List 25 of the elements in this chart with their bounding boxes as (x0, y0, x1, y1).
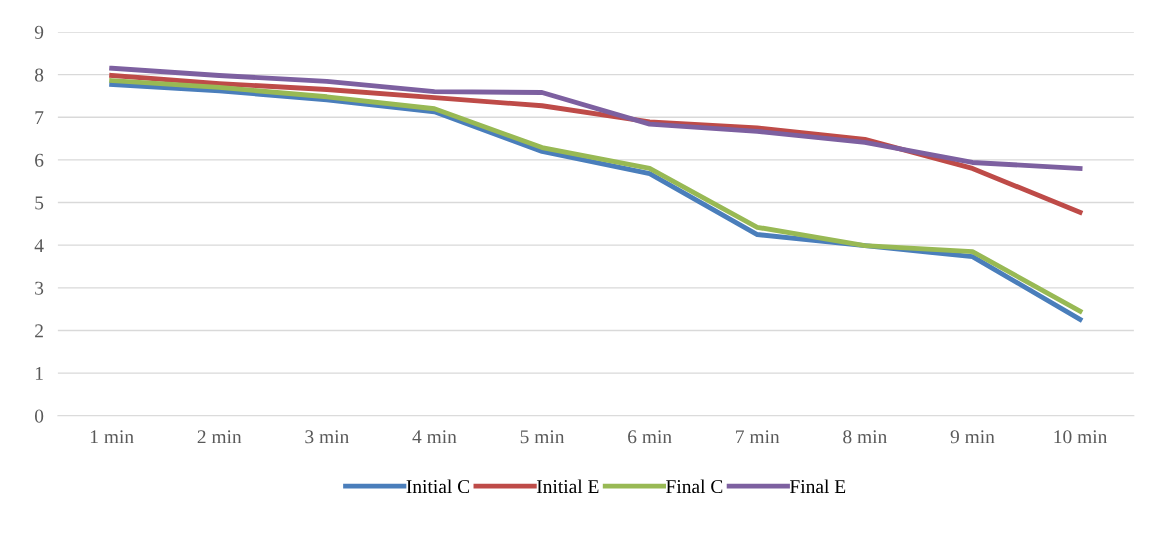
x-tick-label: 4 min (412, 430, 457, 444)
y-tick-label: 6 (35, 153, 44, 167)
x-tick-label: 3 min (305, 430, 349, 444)
x-tick-label: 6 min (628, 430, 672, 444)
y-tick-label: 7 (35, 111, 44, 125)
x-tick-label: 8 min (843, 430, 887, 444)
y-tick-label: 4 (34, 239, 44, 252)
line-series (109, 65, 1083, 171)
y-tick-label: 5 (35, 196, 44, 210)
legend-label: Initial E (536, 479, 599, 494)
x-tick-label: 1 min (90, 430, 134, 444)
y-tick-label: 2 (35, 324, 43, 338)
x-tick-label: 10 min (1054, 430, 1108, 444)
y-tick-label: 8 (34, 68, 44, 82)
x-tick-label: 9 min (950, 430, 995, 444)
y-tick-label: 1 (35, 367, 43, 380)
legend-label: Final C (666, 479, 723, 494)
y-tick-label: 3 (35, 281, 44, 295)
x-tick-label: 5 min (520, 430, 565, 444)
y-tick-label: 9 (34, 25, 44, 39)
x-tick-label: 7 min (736, 430, 780, 444)
legend-label: Initial C (406, 479, 470, 494)
x-tick-label: 2 min (197, 430, 242, 444)
legend-label: Final E (789, 479, 846, 494)
y-tick-label: 0 (34, 409, 44, 423)
